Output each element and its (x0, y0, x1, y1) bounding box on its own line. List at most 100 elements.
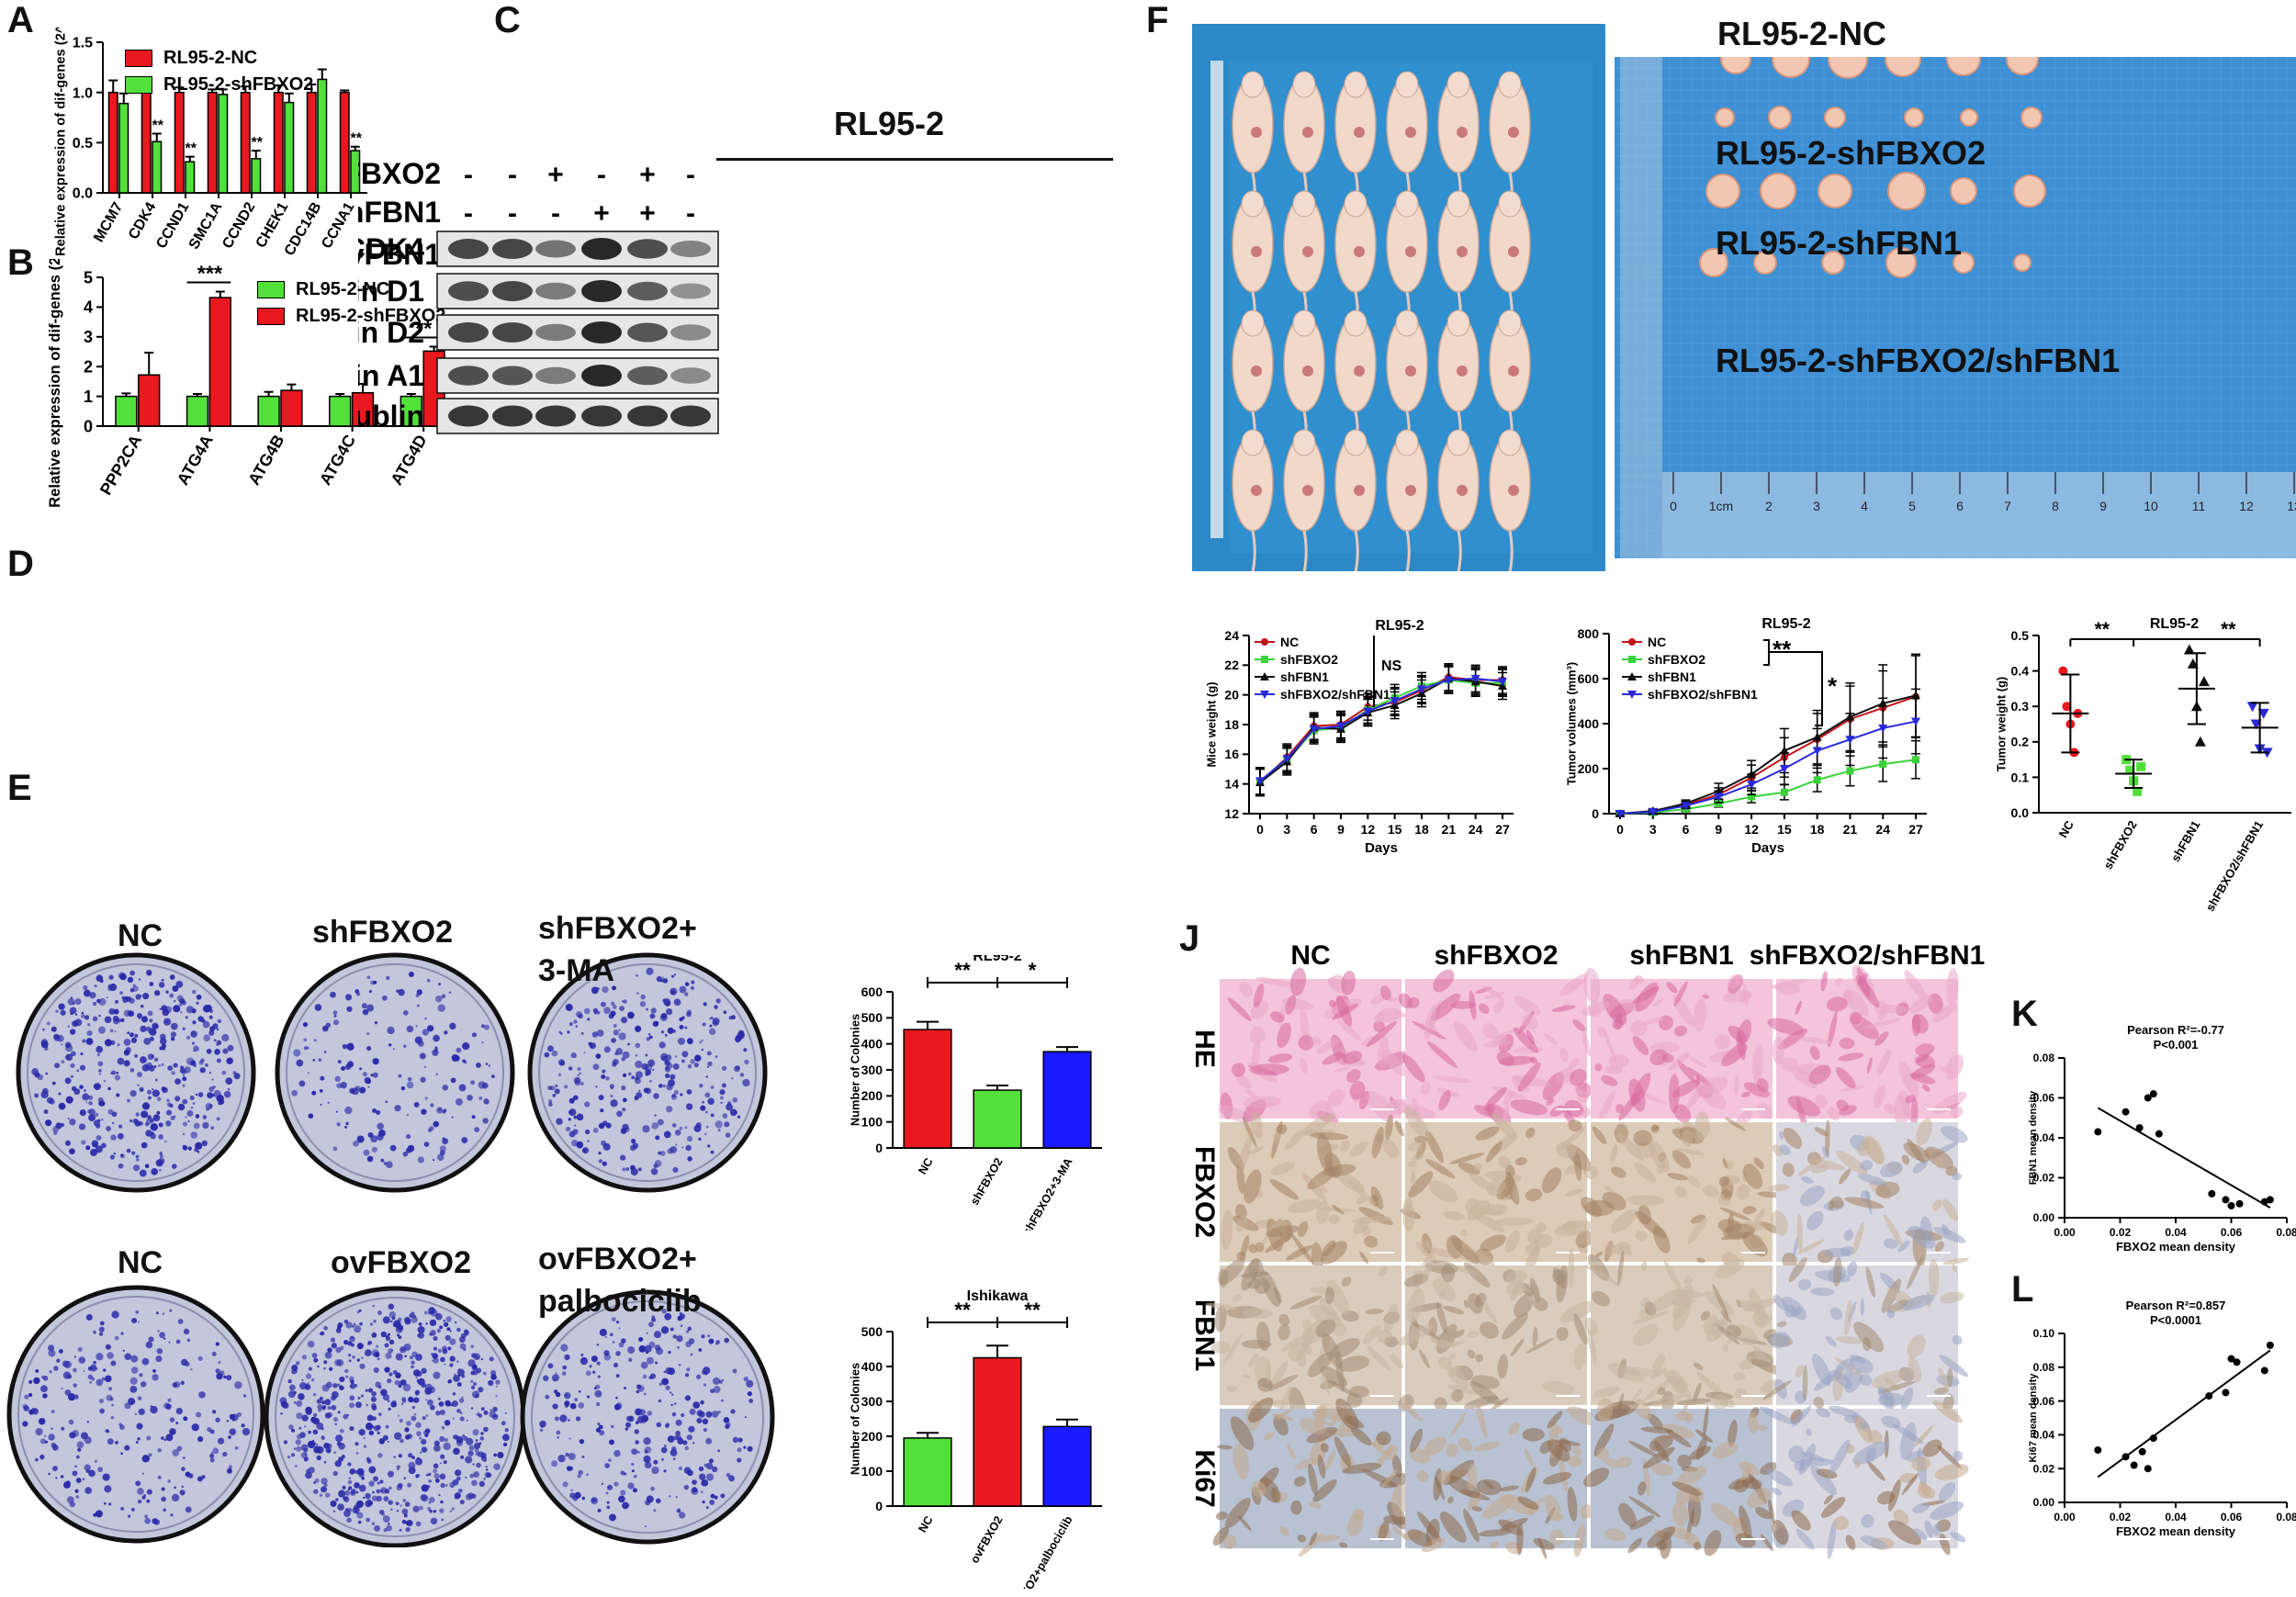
ihc-texture (1677, 1455, 1692, 1468)
colony (335, 1346, 342, 1354)
chart-title: Pearson R²=-0.77 (2127, 1023, 2224, 1037)
colony (394, 1379, 400, 1386)
colony (565, 1452, 569, 1457)
ihc-texture (1647, 1413, 1663, 1430)
colony (624, 1098, 626, 1101)
blot-band (670, 405, 711, 427)
western-band-label: CDK4 (358, 232, 424, 265)
colony (307, 1440, 316, 1449)
ihc-texture (1505, 1270, 1527, 1284)
colony (138, 978, 141, 981)
colony (293, 1447, 297, 1450)
mouse-tumor (1457, 246, 1468, 257)
colony (675, 1419, 682, 1426)
y-axis-title: Tumor weight (g) (1995, 677, 2009, 771)
colony (553, 1378, 556, 1381)
colony (162, 1008, 165, 1012)
colony (134, 1053, 139, 1058)
x-tick-label: 3 (1649, 822, 1657, 837)
colony (334, 1460, 342, 1468)
ihc-texture (1899, 1095, 1913, 1121)
colony (356, 1343, 364, 1350)
colony (117, 1132, 124, 1140)
colony (173, 999, 176, 1003)
colony (603, 1353, 612, 1361)
colony (368, 990, 372, 994)
colony (603, 1046, 611, 1053)
ihc-texture (1356, 1196, 1366, 1205)
colony (554, 1416, 559, 1422)
significance-label: ** (186, 141, 197, 157)
colony (190, 1131, 198, 1139)
colony (366, 1032, 370, 1036)
colony (433, 1346, 437, 1351)
x-tick-label: 27 (1908, 822, 1923, 837)
colony (302, 1022, 309, 1028)
ihc-texture (1271, 1362, 1288, 1385)
western-sign: - (597, 162, 606, 190)
ihc-texture (1671, 1150, 1692, 1169)
colony (132, 984, 136, 987)
colony (461, 1137, 468, 1144)
ihc-texture (1324, 1378, 1357, 1397)
colony (317, 1365, 320, 1368)
mouse-tumor (1508, 366, 1519, 377)
colony (58, 1003, 65, 1010)
colony (342, 1043, 348, 1050)
ihc-texture (1324, 1287, 1334, 1305)
colony (40, 1375, 46, 1379)
ihc-texture (1696, 1371, 1726, 1398)
tumor (2013, 253, 2032, 272)
colony (23, 1405, 29, 1411)
ihc-texture (1795, 1000, 1802, 1015)
colony (405, 1147, 412, 1153)
colony (415, 1354, 422, 1361)
colony (359, 1067, 362, 1071)
colony (34, 1093, 39, 1098)
ihc-texture (1756, 1078, 1769, 1093)
ihc-texture (1913, 1528, 1928, 1540)
series-line (1619, 695, 1917, 815)
colony (456, 1047, 462, 1053)
colony (676, 1508, 681, 1513)
colony (216, 1117, 220, 1121)
colony (389, 1144, 397, 1152)
colony (190, 1030, 197, 1038)
ihc-texture (1844, 1197, 1885, 1209)
ihc-texture (1367, 1090, 1394, 1123)
tumor (1715, 107, 1735, 128)
colony (103, 1501, 107, 1505)
annotation-label: NS (1381, 658, 1402, 674)
colony (455, 1097, 464, 1106)
ihc-texture (1734, 1075, 1739, 1097)
colony (613, 1029, 619, 1036)
colony (699, 1473, 706, 1480)
bar (115, 395, 138, 427)
colony (715, 1120, 723, 1129)
colony (572, 1095, 579, 1101)
colony (371, 1522, 376, 1525)
colony (350, 1088, 355, 1094)
colony (410, 1355, 413, 1360)
plate-e-label-1: NC (118, 1245, 163, 1280)
ihc-texture (1726, 1324, 1742, 1337)
y-tick-label: 5 (84, 268, 93, 287)
legend-b-item-nc: RL95-2-NC (257, 279, 445, 300)
colony (92, 1002, 96, 1007)
ihc-texture (1737, 1299, 1766, 1313)
colony (146, 1435, 152, 1441)
blot-band (581, 280, 622, 302)
colony (51, 1081, 56, 1085)
colony (211, 1351, 217, 1356)
colony (719, 1089, 726, 1096)
colony (646, 1495, 654, 1503)
colony (332, 1510, 336, 1513)
blot-band (448, 322, 489, 343)
mouse-photo (1192, 24, 1605, 571)
colony (350, 1335, 354, 1339)
colony (679, 1024, 684, 1029)
colony (450, 1077, 456, 1084)
colony (304, 1456, 309, 1462)
colony (437, 1397, 441, 1400)
colony (745, 1416, 748, 1419)
